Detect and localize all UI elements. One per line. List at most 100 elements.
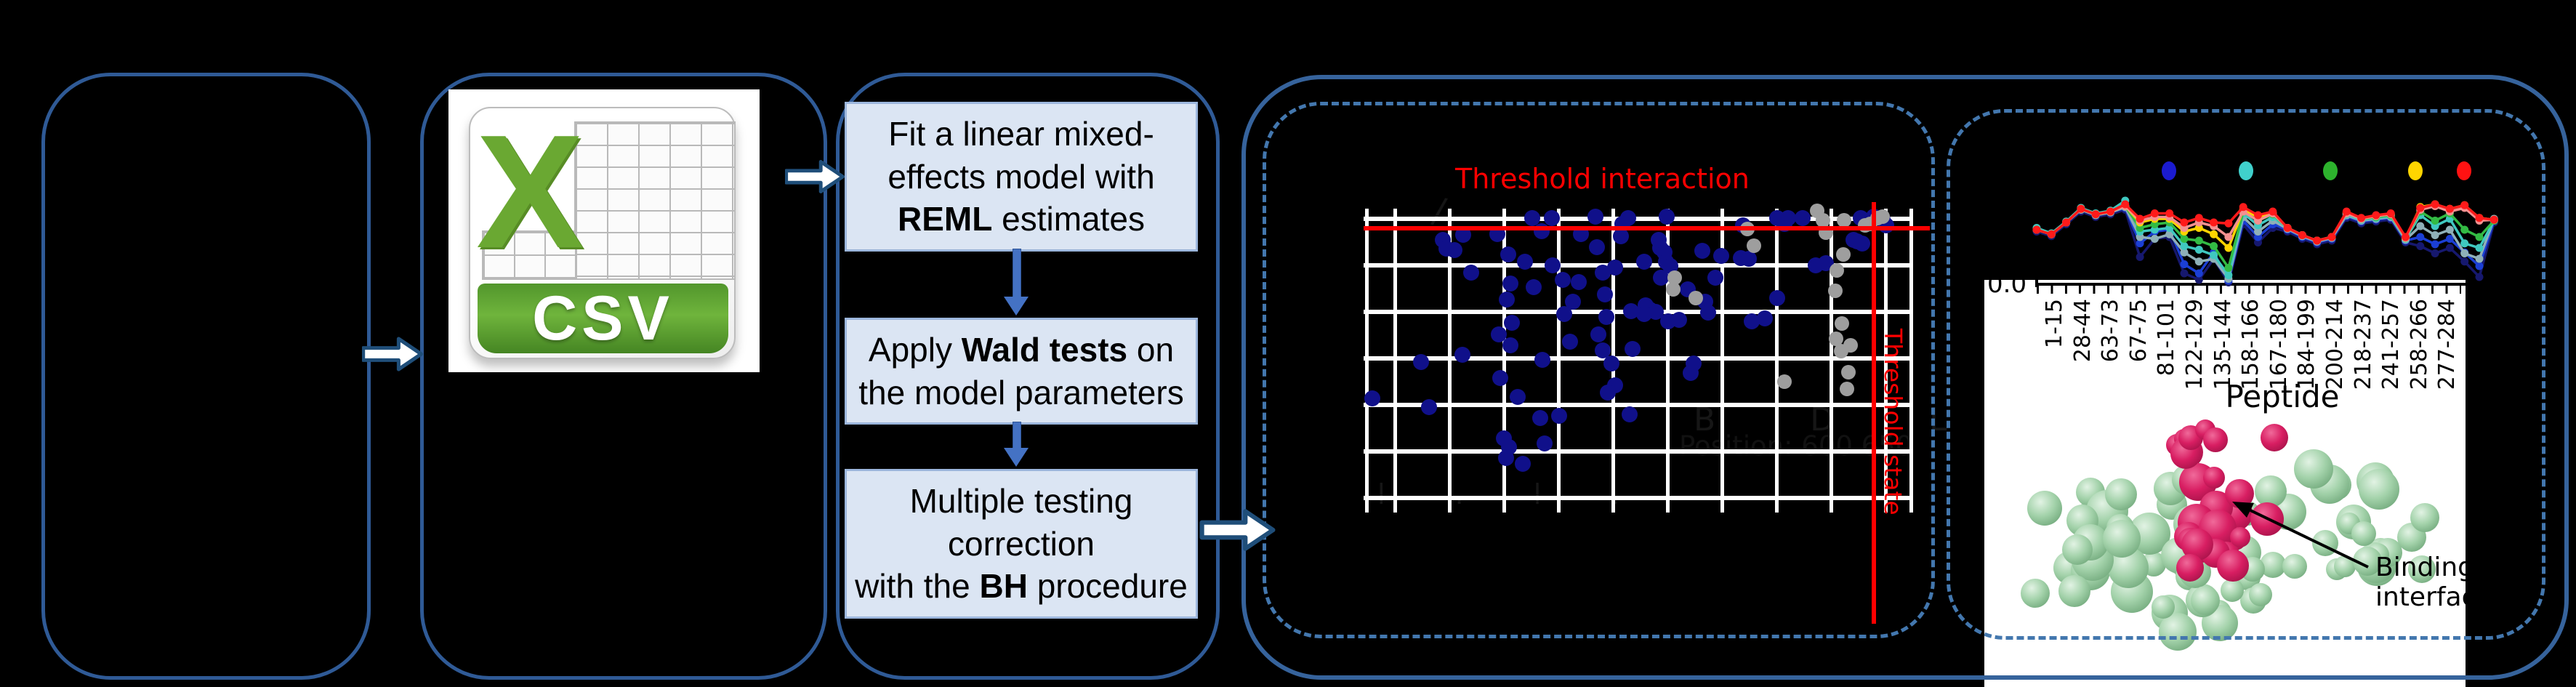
scatter-point (1597, 286, 1613, 302)
scatter-point (1837, 213, 1851, 228)
scatter-point (1571, 274, 1587, 290)
scatter-point (1491, 326, 1507, 342)
statistics-panel (836, 73, 1220, 680)
scatter-point (1595, 342, 1611, 358)
scatter-point (1413, 354, 1429, 370)
scatter-point (1875, 209, 1890, 224)
peptide-axis-image: 0.0 1-15 28-44 63-73 67-75 81-101 122-129 135-… (1984, 280, 2466, 687)
scatter-point (1555, 272, 1571, 288)
scatter-point (1463, 265, 1479, 281)
csv-banner: CSV (478, 284, 728, 353)
ghost-text-fragment: B D L (1694, 401, 1989, 438)
peptide-dashed-box (1947, 109, 2545, 640)
binding-interface-label: Binding interface (2375, 553, 2466, 613)
scatter-point (1741, 251, 1757, 267)
spreadsheet-grid-small-icon (482, 230, 577, 280)
scatter-point (1515, 456, 1531, 472)
scatter-point (1524, 210, 1540, 226)
scatter-point (1744, 313, 1760, 329)
scatter-point (1757, 310, 1773, 326)
scatter-point (1625, 341, 1641, 357)
scatter-point (1623, 303, 1639, 319)
scatter-point (1500, 246, 1516, 262)
scatter-point (1667, 270, 1682, 285)
legend-marker-icon (2408, 161, 2423, 180)
scatter-point (1769, 290, 1785, 306)
results-group-box (1241, 75, 2569, 680)
scatter-point (1836, 247, 1851, 262)
scatter-point (1455, 227, 1471, 243)
scatter-point (1816, 213, 1830, 228)
scatter-point (1666, 282, 1681, 297)
scatter-point (1840, 382, 1854, 396)
ghost-axis-fragment: l . l . (1377, 478, 1651, 510)
scatter-point (1600, 385, 1616, 401)
scatter-point (1537, 435, 1553, 451)
scatter-point (1835, 316, 1849, 331)
scatter-point (1545, 257, 1561, 273)
scatter-point (1544, 210, 1560, 226)
csv-banner-label: CSV (532, 283, 674, 353)
scatter-point (1636, 254, 1652, 270)
uptake-line-chart (2032, 196, 2498, 286)
scatter-point (1603, 355, 1619, 371)
scatter-point (1551, 408, 1567, 424)
scatter-point (1854, 236, 1870, 252)
scatter-point (1683, 365, 1699, 381)
scatter-point (1364, 390, 1380, 406)
scatter-point (1613, 228, 1629, 244)
scatter-point (1707, 270, 1723, 286)
scatter-point (1421, 399, 1437, 415)
scatter-point (1454, 347, 1470, 363)
flow-step-lmm: Fit a linear mixed-effects model with REM… (845, 102, 1198, 252)
threshold-state-label: Threshold state (1879, 329, 1907, 515)
arrow-right-icon (1199, 509, 1276, 551)
scatter-point (1590, 326, 1606, 342)
excel-x-icon: X (476, 102, 584, 282)
csv-icon-card: X CSV (469, 102, 736, 359)
scatter-point (1502, 276, 1518, 292)
scatter-point (1747, 238, 1761, 253)
protein-structure-image (2021, 419, 2439, 651)
scatter-point (1589, 239, 1605, 255)
scatter-point (1446, 242, 1462, 258)
scatter-point (1532, 410, 1548, 426)
scatter-point (1780, 210, 1796, 226)
scatter-point (1526, 279, 1542, 295)
scatter-point (1834, 344, 1848, 358)
scatter-point (1700, 305, 1716, 321)
flow-step-wald: Apply Wald tests on the model parameters (845, 318, 1198, 425)
csv-panel (420, 73, 827, 680)
legend-marker-icon (2323, 161, 2338, 180)
scatter-point (1556, 306, 1572, 322)
scatter-point (1636, 306, 1652, 322)
scatter-point (1510, 389, 1526, 405)
x-axis-ticks (2037, 286, 2461, 294)
scatter-dashed-box (1263, 102, 1935, 638)
scatter-point (1607, 260, 1623, 276)
x-axis-title: Peptide (2225, 379, 2340, 414)
scatter-point (1808, 257, 1824, 273)
scatter-point (1498, 450, 1514, 466)
scatter-point (1653, 270, 1669, 286)
legend-marker-icon (2457, 161, 2471, 180)
scatter-point (1694, 243, 1710, 259)
scatter-point (1595, 265, 1611, 281)
scatter-point (1662, 258, 1678, 274)
arrow-right-icon (785, 160, 845, 193)
scatter-point (1830, 263, 1844, 278)
scatter-point (1841, 365, 1856, 379)
scatter-point (1777, 374, 1792, 389)
scatter-point (1492, 370, 1508, 386)
threshold-state-line (1872, 202, 1876, 624)
scatter-point (1534, 352, 1550, 368)
scatter-point (1499, 292, 1515, 308)
y-axis-stub (2035, 280, 2038, 287)
legend-marker-icon (2162, 161, 2176, 180)
scatter-title: Threshold interaction (1455, 163, 1750, 195)
csv-file-icon: X CSV (448, 89, 760, 372)
scatter-point (1562, 334, 1578, 350)
threshold-scatter-plot (1364, 198, 1916, 513)
spreadsheet-grid-icon (574, 121, 736, 280)
